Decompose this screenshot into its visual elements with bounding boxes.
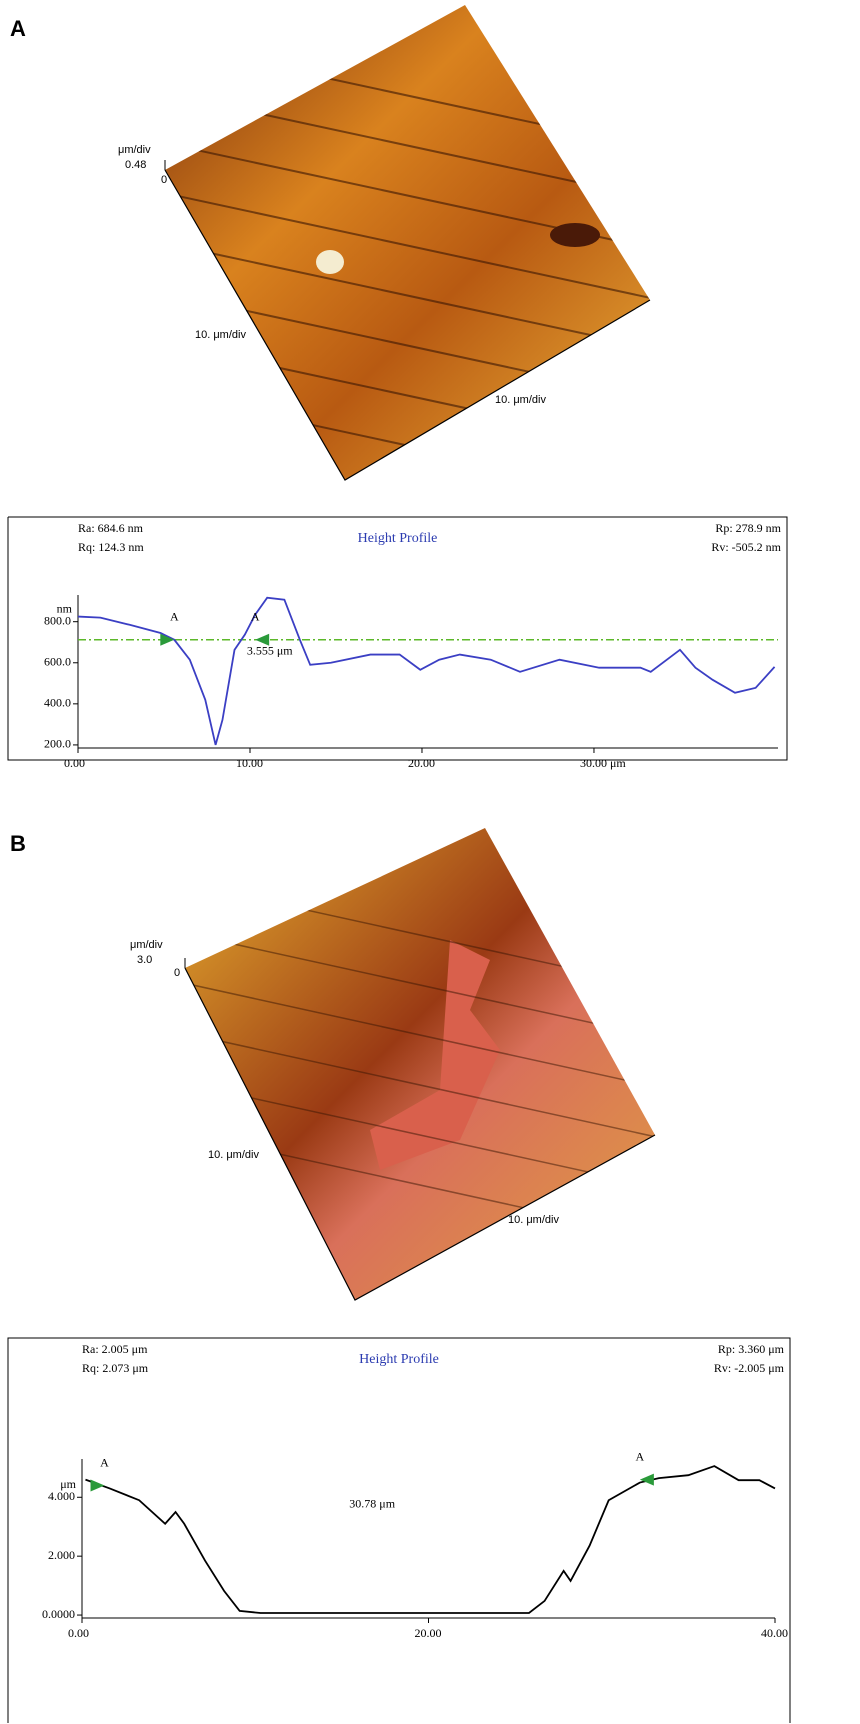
profile-frame (7, 1337, 791, 1723)
x-tick-label: 0.00 (68, 1626, 89, 1640)
y-tick-label: 800.0 (44, 613, 71, 627)
y-tick-label: 200.0 (44, 737, 71, 751)
y-tick-label: 600.0 (44, 655, 71, 669)
marker-label: A (251, 610, 260, 624)
z-max: 0.48 (125, 159, 146, 171)
z-min: 0 (174, 967, 180, 979)
z-max: 3.0 (137, 954, 152, 966)
panel-label: B (10, 831, 26, 856)
marker (160, 633, 175, 646)
x-tick-label: 30.00 μm (580, 756, 626, 770)
y-tick-label: 0.0000 (42, 1607, 75, 1621)
x-tick-label: 40.00 (761, 1626, 788, 1640)
marker (90, 1479, 105, 1492)
marker-label: A (170, 610, 179, 624)
annotation: Rp: 278.9 nm (715, 521, 781, 535)
annotation: Ra: 684.6 nm (78, 521, 144, 535)
annotation: Rv: -2.005 μm (714, 1361, 785, 1375)
x-tick-label: 10.00 (236, 756, 263, 770)
y-tick-label: 4.000 (48, 1489, 75, 1503)
profile-frame (7, 516, 788, 761)
z-unit: μm/div (118, 144, 151, 156)
annotation: Rv: -505.2 nm (711, 540, 781, 554)
afm-image (164, 5, 651, 481)
y-axis-label: nm (57, 601, 73, 615)
x-tick-label: 0.00 (64, 756, 85, 770)
annotation: Rp: 3.360 μm (718, 1342, 785, 1356)
chart-title: Height Profile (358, 531, 438, 546)
annotation: Rq: 2.073 μm (82, 1361, 149, 1375)
y-scale: 10. μm/div (508, 1214, 559, 1226)
chart-title: Height Profile (359, 1352, 439, 1367)
marker-label: A (636, 1449, 645, 1463)
measurement: 30.78 μm (349, 1496, 395, 1510)
y-tick-label: 400.0 (44, 696, 71, 710)
x-tick-label: 20.00 (415, 1626, 442, 1640)
profile-line (77, 596, 776, 746)
measurement: 3.555 μm (247, 644, 293, 658)
x-scale: 10. μm/div (208, 1149, 259, 1161)
afm-image (184, 828, 656, 1301)
y-axis-label: μm (60, 1477, 76, 1491)
annotation: Ra: 2.005 μm (82, 1342, 148, 1356)
y-scale: 10. μm/div (495, 394, 546, 406)
z-min: 0 (161, 174, 167, 186)
marker (255, 633, 270, 646)
z-unit: μm/div (130, 939, 163, 951)
annotation: Rq: 124.3 nm (78, 540, 144, 554)
y-tick-label: 2.000 (48, 1548, 75, 1562)
x-tick-label: 20.00 (408, 756, 435, 770)
panel-label: A (10, 16, 26, 41)
marker (639, 1473, 654, 1486)
marker-label: A (100, 1455, 109, 1469)
x-scale: 10. μm/div (195, 329, 246, 341)
profile-line (85, 1465, 776, 1614)
